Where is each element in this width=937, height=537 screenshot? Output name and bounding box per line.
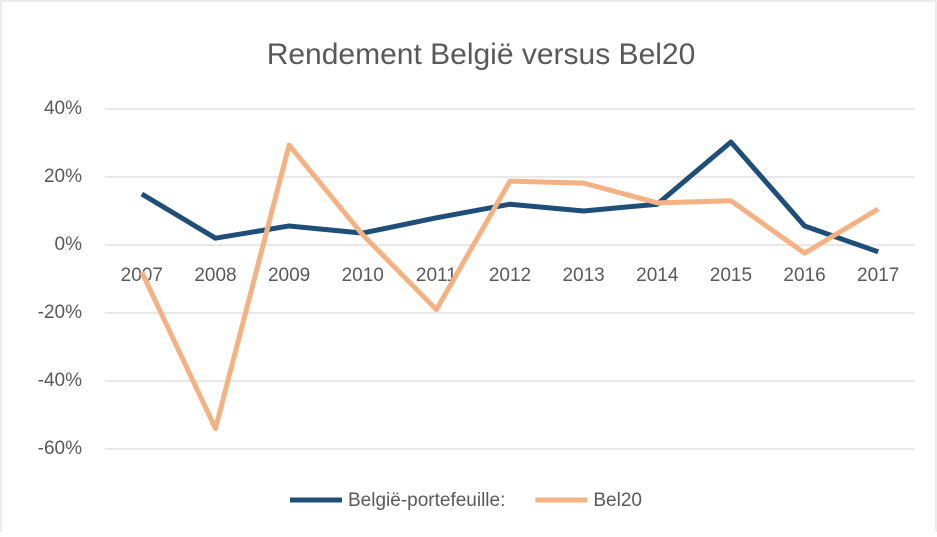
- x-tick-label: 2012: [489, 265, 531, 286]
- y-tick-label: -40%: [38, 370, 82, 391]
- y-tick-label: 20%: [44, 166, 82, 187]
- x-tick-label: 2010: [342, 265, 384, 286]
- x-tick-label: 2009: [268, 265, 310, 286]
- legend-label: Bel20: [593, 490, 642, 511]
- x-tick-label: 2016: [783, 265, 825, 286]
- x-tick-label: 2014: [636, 265, 679, 286]
- x-tick-label: 2017: [857, 265, 899, 286]
- y-tick-label: -60%: [38, 438, 82, 459]
- x-tick-label: 2013: [562, 265, 604, 286]
- chart-title: Rendement België versus Bel20: [267, 38, 696, 71]
- x-tick-label: 2008: [194, 265, 236, 286]
- series-line: [139, 142, 880, 432]
- y-tick-label: -20%: [38, 302, 82, 323]
- y-tick-label: 0%: [55, 234, 83, 255]
- y-tick-label: 40%: [44, 98, 82, 119]
- legend-label: België-portefeuille:: [348, 490, 505, 511]
- x-tick-label: 2011: [416, 265, 457, 286]
- x-tick-label: 2015: [710, 265, 752, 286]
